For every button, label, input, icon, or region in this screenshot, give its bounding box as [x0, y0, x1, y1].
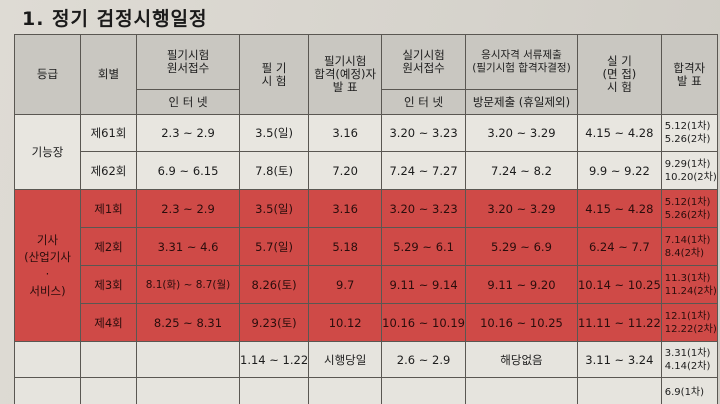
table-row: 제4회 8.25 ~ 8.31 9.23(토) 10.12 10.16 ~ 10…: [15, 303, 718, 342]
header-practical-exam: 실 기 (면 접) 시 험: [576, 34, 662, 115]
session-cell: 제3회: [80, 265, 137, 304]
practical-apply-cell: 2.6 ~ 2.9: [381, 341, 466, 378]
written-apply-cell: 8.1(화) ~ 8.7(월): [136, 265, 240, 304]
practical-apply-cell: 3.20 ~ 3.23: [381, 189, 466, 228]
header-written-exam: 필 기 시 험: [238, 34, 310, 115]
practical-exam-cell: 11.11 ~ 11.22: [576, 303, 662, 342]
final-pass-cell: 12.1(1차) 12.22(2차): [660, 303, 718, 342]
header-docs-sub: 방문제출 (휴일제외): [464, 89, 578, 115]
written-apply-cell: 2.3 ~ 2.9: [136, 189, 240, 228]
session-cell: 제62회: [80, 151, 137, 190]
written-apply-cell: 8.25 ~ 8.31: [136, 303, 240, 342]
written-pass-cell: 3.16: [308, 189, 383, 228]
final-pass-cell: 3.31(1차) 4.14(2차): [660, 341, 718, 378]
written-exam-cell: 7.8(토): [238, 151, 310, 190]
header-written-pass: 필기시험 합격(예정)자 발 표: [308, 34, 383, 115]
practical-exam-cell: 10.14 ~ 10.25: [576, 265, 662, 304]
grade-cell: [14, 377, 81, 404]
written-apply-cell: 2.3 ~ 2.9: [136, 114, 240, 152]
header-written-apply: 필기시험 원서접수: [136, 34, 240, 90]
practical-exam-cell: 4.15 ~ 4.28: [576, 189, 662, 228]
docs-cell: 5.29 ~ 6.9: [464, 227, 578, 266]
practical-exam-cell: 6.24 ~ 7.7: [576, 227, 662, 266]
written-pass-cell: 9.7: [308, 265, 383, 304]
practical-apply-cell: 9.11 ~ 9.14: [381, 265, 466, 304]
practical-exam-cell: 4.15 ~ 4.28: [576, 114, 662, 152]
header-practical-apply: 실기시험 원서접수: [381, 34, 466, 90]
written-exam-cell: 3.5(일): [238, 189, 310, 228]
final-pass-cell: 5.12(1차) 5.26(2차): [660, 114, 718, 152]
docs-cell: 3.20 ~ 3.29: [464, 189, 578, 228]
written-apply-cell: 3.31 ~ 4.6: [136, 227, 240, 266]
table-row: 기사 (산업기사 · 서비스) 제1회 2.3 ~ 2.9 3.5(일) 3.1…: [14, 189, 718, 342]
practical-apply-cell: [381, 377, 466, 404]
docs-cell: 7.24 ~ 8.2: [464, 151, 578, 190]
written-exam-cell: 5.7(일): [238, 227, 310, 266]
final-pass-cell: 5.12(1차) 5.26(2차): [660, 189, 718, 228]
written-exam-cell: [238, 377, 310, 404]
written-exam-cell: 1.14 ~ 1.22: [238, 341, 310, 378]
written-apply-cell: [136, 377, 240, 404]
session-cell: 제61회: [80, 114, 137, 152]
session-cell: 제1회: [80, 189, 137, 228]
header-docs: 응시자격 서류제출 (필기시험 합격자결정): [464, 34, 578, 90]
grade-cell: 기능장: [14, 114, 81, 190]
written-pass-cell: 10.12: [308, 303, 383, 342]
table-row: 제62회 6.9 ~ 6.15 7.8(토) 7.20 7.24 ~ 7.27 …: [15, 151, 718, 190]
final-pass-cell: 9.29(1차) 10.20(2차): [660, 151, 718, 190]
session-cell: 제4회: [80, 303, 137, 342]
written-exam-cell: 3.5(일): [238, 114, 310, 152]
table-row: 제3회 8.1(화) ~ 8.7(월) 8.26(토) 9.7 9.11 ~ 9…: [15, 265, 718, 304]
table-row: 기능장 제61회 2.3 ~ 2.9 3.5(일) 3.16 3.20 ~ 3.…: [14, 114, 718, 190]
written-pass-cell: 5.18: [308, 227, 383, 266]
written-apply-cell: [136, 341, 240, 378]
header-practical-apply-sub: 인 터 넷: [381, 89, 466, 115]
final-pass-cell: 7.14(1차) 8.4(2차): [660, 227, 718, 266]
written-pass-cell: 7.20: [308, 151, 383, 190]
practical-apply-cell: 7.24 ~ 7.27: [381, 151, 466, 190]
written-apply-cell: 6.9 ~ 6.15: [136, 151, 240, 190]
final-pass-cell: 11.3(1차) 11.24(2차): [660, 265, 718, 304]
docs-cell: 10.16 ~ 10.25: [464, 303, 578, 342]
practical-apply-cell: 5.29 ~ 6.1: [381, 227, 466, 266]
grade-cell: 기사 (산업기사 · 서비스): [14, 189, 81, 342]
exam-schedule-table: 등급 회별 필기시험 원서접수 필 기 시 험 필기시험 합격(예정)자 발 표…: [14, 34, 718, 404]
written-pass-cell: [308, 377, 383, 404]
practical-exam-cell: 3.11 ~ 3.24: [576, 341, 662, 378]
practical-exam-cell: [576, 377, 662, 404]
written-exam-cell: 8.26(토): [238, 265, 310, 304]
session-cell: [80, 377, 137, 404]
page-title: 1. 정기 검정시행일정: [22, 8, 208, 30]
practical-apply-cell: 10.16 ~ 10.19: [381, 303, 466, 342]
docs-cell: 3.20 ~ 3.29: [464, 114, 578, 152]
written-exam-cell: 9.23(토): [238, 303, 310, 342]
header-session: 회별: [80, 34, 137, 115]
header-written-apply-sub: 인 터 넷: [136, 89, 240, 115]
practical-apply-cell: 3.20 ~ 3.23: [381, 114, 466, 152]
session-cell: 제2회: [80, 227, 137, 266]
docs-cell: 9.11 ~ 9.20: [464, 265, 578, 304]
written-pass-cell: 3.16: [308, 114, 383, 152]
session-cell: [80, 341, 137, 378]
table-row: 제2회 3.31 ~ 4.6 5.7(일) 5.18 5.29 ~ 6.1 5.…: [15, 227, 718, 266]
header-grade: 등급: [14, 34, 81, 115]
docs-cell: [464, 377, 578, 404]
docs-cell: 해당없음: [464, 341, 578, 378]
practical-exam-cell: 9.9 ~ 9.22: [576, 151, 662, 190]
table-row: 1.14 ~ 1.22 시행당일 2.6 ~ 2.9 해당없음 3.11 ~ 3…: [14, 341, 718, 378]
final-pass-cell: 6.9(1차): [660, 377, 718, 404]
header-final-pass: 합격자 발 표: [660, 34, 718, 115]
written-pass-cell: 시행당일: [308, 341, 383, 378]
grade-cell: [14, 341, 81, 378]
table-row: 6.9(1차): [14, 377, 718, 404]
